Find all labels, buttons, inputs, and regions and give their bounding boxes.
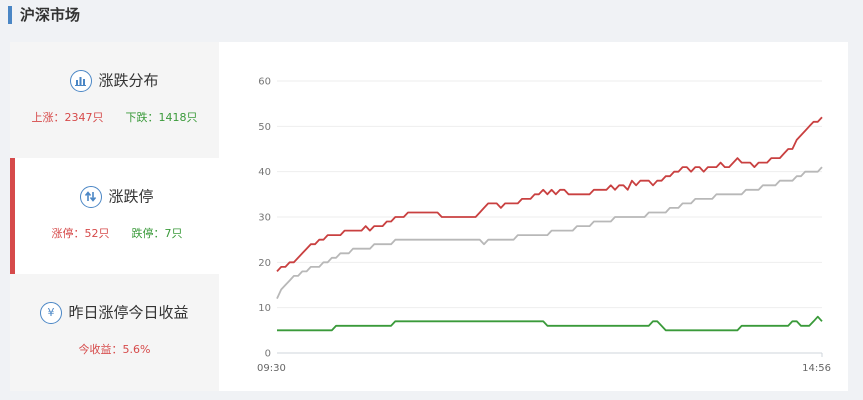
series-line-2 [277, 315, 823, 332]
y-tick-label: 0 [265, 349, 271, 360]
x-tick-label-end: 14:56 [802, 363, 831, 374]
limit-down-count: 跌停：7只 [131, 227, 183, 240]
line-chart: 0 10 20 30 40 50 60 09:30 14:56 [257, 77, 831, 375]
sidebar-item-limit[interactable]: 涨跌停 涨停：52只 跌停：7只 [10, 158, 219, 274]
y-tick-label: 50 [258, 122, 271, 133]
y-tick-label: 10 [258, 303, 271, 314]
sidebar-item-label: 涨跌停 [108, 187, 154, 206]
intraday-chart: 0 10 20 30 40 50 60 09:30 14:56 [219, 42, 848, 391]
limit-up-count: 涨停：52只 [51, 227, 110, 240]
fall-count: 下跌：1418只 [125, 111, 198, 124]
y-tick-label: 60 [258, 77, 271, 88]
sidebar-item-yesterday-limit-return[interactable]: ¥ 昨日涨停今日收益 今收益：5.6% [10, 274, 219, 390]
series-line-0 [276, 116, 823, 273]
section-title: 沪深市场 [20, 6, 81, 24]
x-tick-label-start: 09:30 [257, 363, 286, 374]
up-down-arrows-icon [80, 185, 103, 208]
today-return: 今收益：5.6% [78, 343, 151, 356]
bar-chart-icon [70, 69, 93, 92]
y-tick-label: 40 [258, 167, 271, 178]
section-header: 沪深市场 [0, 0, 863, 32]
market-panel: 涨跌分布 上涨：2347只 下跌：1418只 涨跌停 涨停：52只 跌停：7只 [10, 42, 848, 391]
sidebar-item-label: 涨跌分布 [98, 71, 159, 90]
series-line-1 [276, 166, 823, 299]
sidebar: 涨跌分布 上涨：2347只 下跌：1418只 涨跌停 涨停：52只 跌停：7只 [10, 42, 219, 391]
sidebar-item-distribution[interactable]: 涨跌分布 上涨：2347只 下跌：1418只 [10, 42, 219, 158]
y-tick-label: 30 [258, 213, 271, 224]
rise-count: 上涨：2347只 [31, 111, 104, 124]
sidebar-item-label: 昨日涨停今日收益 [68, 303, 189, 322]
y-tick-label: 20 [258, 258, 271, 269]
header-accent-bar [8, 6, 12, 24]
yen-icon: ¥ [40, 301, 63, 324]
